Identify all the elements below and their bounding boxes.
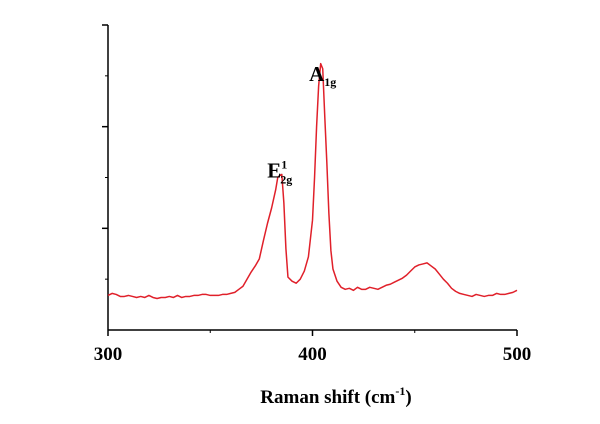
x-axis-title: Raman shift (cm-1) — [260, 384, 411, 408]
peak-label-a-1g: A1g — [309, 62, 336, 89]
x-tick-label: 300 — [94, 344, 123, 365]
peak-label-subscript: 1g — [324, 75, 336, 89]
peak-label-base: E — [267, 159, 281, 183]
peak-label-base: A — [309, 62, 325, 86]
x-axis-title-superscript: -1 — [395, 384, 405, 398]
series-line-0 — [107, 62, 518, 300]
annotation-layer: E1 2g A1g — [267, 62, 336, 187]
x-axis-title-main: Raman shift (cm — [260, 387, 395, 408]
peak-label-subscript: 2g — [280, 173, 292, 187]
axes-layer: 300 400 500 — [94, 24, 532, 365]
series-layer — [107, 62, 518, 300]
peak-label-superscript: 1 — [281, 158, 287, 172]
x-axis-title-suffix: ) — [405, 387, 411, 408]
peak-label-e-2g: E1 2g — [267, 158, 292, 187]
x-tick-label: 400 — [298, 344, 327, 365]
x-tick-label: 500 — [503, 344, 532, 365]
